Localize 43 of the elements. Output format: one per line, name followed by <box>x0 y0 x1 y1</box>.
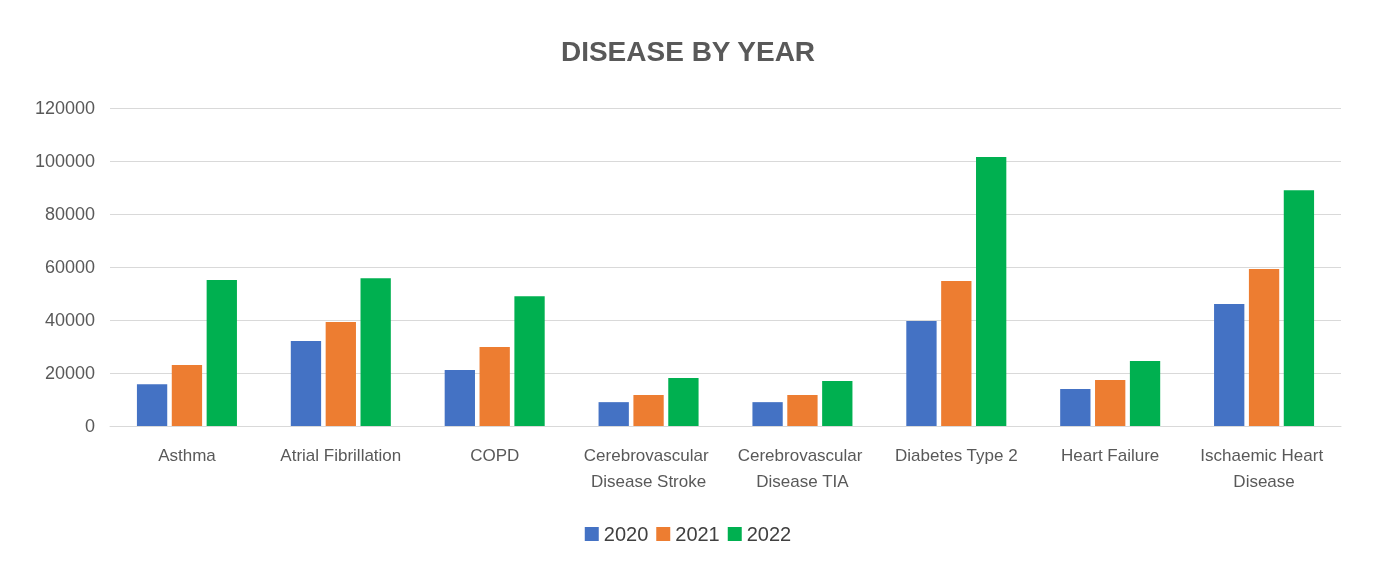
x-tick-label: Ischaemic Heart Disease <box>1200 445 1328 491</box>
x-tick-label: Diabetes Type 2 <box>895 445 1018 465</box>
bar <box>360 278 391 426</box>
x-tick-label: Cerebrovascular Disease TIA <box>737 445 868 491</box>
y-tick-label: 100000 <box>34 151 95 171</box>
legend-label: 2020 <box>603 523 649 545</box>
bar <box>941 281 972 426</box>
y-tick-label: 20000 <box>44 363 95 383</box>
chart-title: DISEASE BY YEAR <box>560 35 816 67</box>
bar <box>976 157 1007 426</box>
x-tick-label: Cerebrovascular Disease Stroke <box>583 445 714 491</box>
bar <box>290 340 322 426</box>
bar <box>1129 361 1161 426</box>
x-tick-label: Asthma <box>158 445 217 465</box>
bar <box>787 395 818 426</box>
legend-label: 2022 <box>746 523 792 545</box>
y-tick-label: 120000 <box>34 98 95 118</box>
y-tick-label: 60000 <box>44 257 95 277</box>
x-tick-label: Heart Failure <box>1061 445 1160 465</box>
bar <box>171 365 203 426</box>
bar <box>514 296 545 426</box>
bar <box>822 380 853 426</box>
bar <box>906 321 937 426</box>
bar <box>325 322 356 426</box>
bar <box>206 279 237 426</box>
x-tick-label: Atrial Fibrillation <box>280 445 402 465</box>
bar <box>1095 379 1126 426</box>
bar <box>479 347 510 426</box>
bar <box>136 384 168 426</box>
bar <box>1214 304 1245 426</box>
y-tick-label: 80000 <box>44 204 95 224</box>
bar <box>752 402 783 426</box>
bar <box>444 370 475 426</box>
legend-label: 2021 <box>675 523 720 545</box>
bar <box>633 395 664 426</box>
y-tick-label: 0 <box>84 416 95 436</box>
bar <box>1248 269 1280 426</box>
bar <box>1060 388 1091 426</box>
y-tick-label: 40000 <box>44 310 95 330</box>
x-tick-label: COPD <box>470 445 520 465</box>
bar <box>598 402 629 426</box>
bar <box>1283 190 1315 426</box>
bar <box>668 378 699 426</box>
